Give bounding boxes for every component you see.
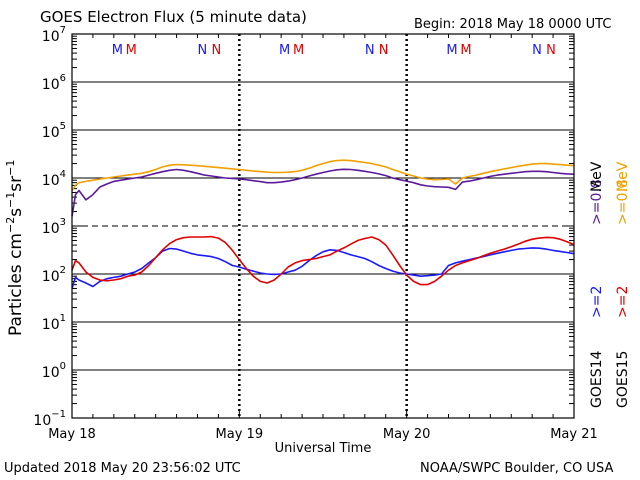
x-tick-label: May 21 — [550, 427, 598, 442]
marker-label: M — [279, 43, 290, 58]
marker-label: M — [126, 43, 137, 58]
marker-label: M — [112, 43, 123, 58]
y-tick-label: 105 — [42, 121, 66, 141]
legend-unit: MeV — [615, 161, 631, 192]
series-line — [71, 235, 575, 286]
series-line — [71, 168, 575, 217]
legend-unit: MeV — [589, 161, 605, 192]
plot-frame — [71, 33, 575, 419]
begin-date: Begin: 2018 May 18 0000 UTC — [414, 17, 612, 32]
legend-goes14: GOES14 — [589, 350, 605, 408]
y-tick-label: 100 — [42, 361, 66, 381]
y-tick-label: 103 — [42, 217, 66, 237]
marker-label: M — [460, 43, 471, 58]
legend-goes15-e2: >=2 — [615, 286, 631, 318]
legend-goes14-e2: >=2 — [589, 286, 605, 318]
legend-goes15: GOES15 — [615, 351, 631, 408]
legend-goes15-e08: >=0.8 — [615, 179, 631, 225]
updated-timestamp: Updated 2018 May 20 23:56:02 UTC — [4, 461, 241, 476]
marker-label: N — [365, 43, 375, 58]
x-tick-label: May 18 — [48, 427, 96, 442]
series-line — [71, 159, 575, 191]
marker-label: N — [198, 43, 208, 58]
y-tick-label: 101 — [42, 313, 66, 333]
marker-label: N — [379, 43, 389, 58]
y-axis-label: Particles cm−2s−1sr−1 — [4, 160, 26, 336]
y-tick-label: 102 — [42, 265, 66, 285]
legend-goes14-e08: >=0.8 — [589, 179, 605, 225]
marker-label: N — [546, 43, 556, 58]
marker-label: M — [446, 43, 457, 58]
x-axis-label: Universal Time — [275, 441, 372, 456]
marker-label: N — [532, 43, 542, 58]
x-tick-label: May 19 — [216, 427, 264, 442]
x-tick-label: May 20 — [383, 427, 431, 442]
y-tick-label: 106 — [42, 73, 66, 93]
credit-text: NOAA/SWPC Boulder, CO USA — [420, 461, 614, 476]
chart-title: GOES Electron Flux (5 minute data) — [40, 8, 307, 26]
y-tick-label: 107 — [42, 25, 66, 45]
y-tick-label: 104 — [42, 169, 66, 189]
series-line — [71, 247, 575, 289]
marker-label: N — [211, 43, 221, 58]
y-tick-label: 10−1 — [33, 409, 66, 429]
marker-label: M — [293, 43, 304, 58]
